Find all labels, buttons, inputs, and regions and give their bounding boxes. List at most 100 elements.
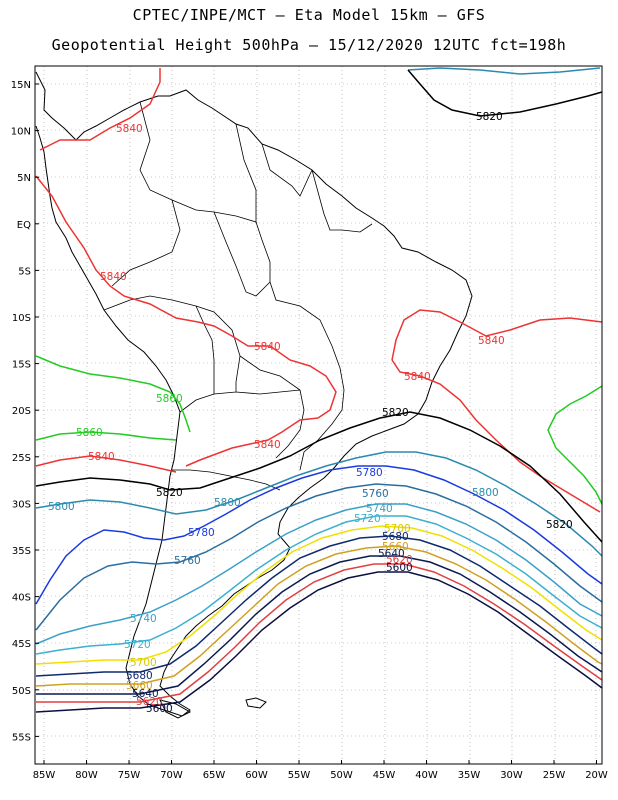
contour-5860-west [35, 355, 191, 433]
label-5620-a: 5620 [386, 554, 413, 566]
lat-tick-label: 30S [12, 499, 31, 510]
label-5720-a: 5720 [354, 513, 381, 525]
lat-tick-label: 55S [12, 732, 31, 743]
contour-5620 [36, 563, 603, 703]
lat-tick-label: 20S [12, 406, 31, 417]
label-5860-a: 5860 [156, 393, 183, 405]
label-5640-b: 5640 [132, 688, 159, 700]
lon-tick-label: 70W [160, 770, 183, 781]
label-5700-a: 5700 [384, 523, 411, 535]
contour-5820-north [407, 69, 603, 117]
contour-5600 [35, 571, 603, 713]
lat-tick-label: 15S [12, 360, 31, 371]
lat-tick-label: 40S [12, 593, 31, 604]
lat-tick-label: 45S [12, 639, 31, 650]
contour-5720 [35, 515, 603, 655]
lat-tick-label: 50S [12, 686, 31, 697]
contour-5800-north [407, 67, 601, 75]
lat-tick-label: 5N [17, 173, 31, 184]
contour-5800 [35, 451, 603, 557]
lon-tick-label: 25W [543, 770, 566, 781]
lon-tick-label: 40W [415, 770, 438, 781]
label-5840-f: 5840 [254, 439, 281, 451]
label-5820-c: 5820 [546, 519, 573, 531]
falkland-islands [245, 697, 267, 709]
label-5740-a: 5740 [366, 503, 393, 515]
label-5800-a: 5800 [48, 501, 75, 513]
label-5840-d: 5840 [478, 335, 505, 347]
label-5820-a: 5820 [382, 407, 409, 419]
label-5760-b: 5760 [174, 555, 201, 567]
contour-5820-mid [35, 411, 603, 543]
lon-tick-label: 65W [203, 770, 226, 781]
map-frame [34, 65, 603, 765]
contour-5660 [35, 545, 603, 687]
label-5680-a: 5680 [382, 531, 409, 543]
lat-tick-label: 10N [11, 127, 31, 138]
lon-tick-label: 50W [330, 770, 353, 781]
contour-5840-east [391, 309, 603, 361]
lon-tick-label: 45W [373, 770, 396, 781]
contour-5840-south [35, 455, 177, 473]
lat-tick-label: 10S [12, 313, 31, 324]
contour-labels: 5820 5840 5840 5840 5840 5840 5840 5840 … [48, 111, 573, 715]
south-america-coastline [35, 71, 473, 717]
label-5840-c: 5840 [254, 341, 281, 353]
lat-tick-label: 5S [18, 266, 31, 277]
label-5840-b: 5840 [100, 271, 127, 283]
lat-tick-label: 25S [12, 453, 31, 464]
contour-5840-andes [35, 175, 337, 467]
contour-5840-northwest [39, 68, 161, 151]
coastlines-and-borders [35, 71, 473, 719]
label-5640-a: 5640 [378, 548, 405, 560]
latitude-tick-labels: 15N 10N 5N EQ 5S 10S 15S 20S 25S 30S 35S 40S 45S 50S 5… [11, 80, 39, 743]
lon-tick-label: 80W [75, 770, 98, 781]
label-5720-b: 5720 [124, 639, 151, 651]
longitude-tick-labels: 85W 80W 75W 70W 65W 60W 55W 50W 45W 40W 35W 30W 25W 2… [33, 760, 608, 781]
contour-lines [35, 67, 603, 713]
lon-tick-label: 75W [118, 770, 141, 781]
label-5680-b: 5680 [126, 670, 153, 682]
label-5660-b: 5660 [126, 680, 153, 692]
map-title-line2: Geopotential Height 500hPa – 15/12/2020 … [51, 36, 567, 54]
country-borders [103, 101, 373, 491]
lon-tick-label: 60W [245, 770, 268, 781]
lon-tick-label: 35W [458, 770, 481, 781]
lon-tick-label: 55W [288, 770, 311, 781]
lon-tick-label: 85W [33, 770, 56, 781]
label-5820-north: 5820 [476, 111, 503, 123]
label-5800-c: 5800 [472, 487, 499, 499]
label-5700-b: 5700 [130, 657, 157, 669]
contour-5640 [36, 555, 603, 695]
lat-tick-label: 15N [11, 80, 31, 91]
lat-tick-label: 35S [12, 546, 31, 557]
label-5780-b: 5780 [188, 527, 215, 539]
label-5600-a: 5600 [386, 562, 413, 574]
label-5600-b: 5600 [146, 703, 173, 715]
label-5820-b: 5820 [156, 487, 183, 499]
contour-5760 [35, 483, 603, 631]
contour-5860-east [547, 385, 603, 505]
label-5620-b: 5620 [136, 696, 163, 708]
contour-5740 [35, 503, 603, 645]
graticule [35, 66, 602, 764]
label-5840-g: 5840 [88, 451, 115, 463]
label-5840-e: 5840 [404, 371, 431, 383]
contour-5700 [35, 525, 603, 665]
lon-tick-label: 30W [500, 770, 523, 781]
label-5740-b: 5740 [130, 613, 157, 625]
label-5860-b: 5860 [76, 427, 103, 439]
label-5660-a: 5660 [382, 541, 409, 553]
contour-5860-lower [35, 431, 177, 441]
map-title-line1: CPTEC/INPE/MCT – Eta Model 15km – GFS [132, 6, 486, 24]
lon-tick-label: 20W [585, 770, 608, 781]
label-5780-a: 5780 [356, 467, 383, 479]
lat-tick-label: EQ [17, 220, 31, 231]
contour-5780 [35, 465, 603, 605]
contour-5680 [35, 535, 603, 677]
label-5760-a: 5760 [362, 488, 389, 500]
label-5840-a: 5840 [116, 123, 143, 135]
label-5800-b: 5800 [214, 497, 241, 509]
contour-5840-loop [391, 359, 601, 513]
